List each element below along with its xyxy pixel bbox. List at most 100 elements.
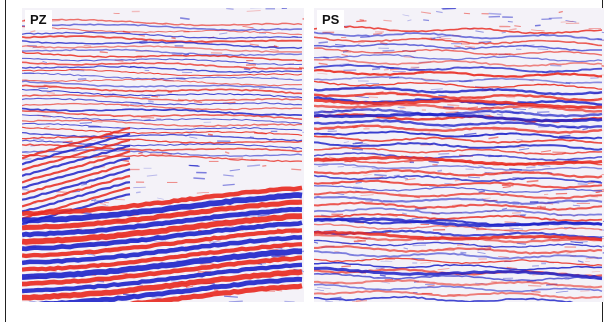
noise-speckle [409,66,420,70]
noise-speckle [360,36,370,38]
noise-speckle [531,290,541,293]
reflector-line [314,245,603,255]
noise-speckle [93,199,103,202]
noise-speckle [420,11,431,14]
reflector-line [22,192,303,224]
reflector-line [22,132,131,166]
noise-speckle [302,131,304,133]
noise-speckle [526,166,536,169]
reflector-line [22,126,131,160]
reflector-line [22,150,131,184]
noise-speckle [262,164,267,167]
noise-speckle [399,107,407,110]
noise-speckle [429,36,442,39]
noise-speckle [224,295,238,298]
reflector-line [314,36,603,47]
reflector-line [22,181,131,213]
noise-speckle [115,199,125,201]
reflector-line [22,23,303,32]
noise-speckle [530,238,536,241]
noise-speckle [383,69,389,71]
panel-label-pz: PZ [25,10,52,30]
noise-speckle [402,212,408,215]
noise-speckle [565,20,577,23]
reflector-line [22,122,303,131]
noise-speckle [536,205,542,208]
noise-speckle [335,43,346,46]
noise-speckle [356,20,367,23]
reflector-line [314,174,603,184]
noise-speckle [55,190,68,194]
noise-speckle [317,287,331,289]
seismic-section-pz [22,8,304,302]
noise-speckle [509,28,517,31]
noise-speckle [300,250,304,253]
noise-speckle [266,248,279,251]
noise-speckle [339,63,349,65]
noise-speckle [437,169,443,172]
noise-speckle [318,164,329,167]
noise-speckle [355,181,362,184]
noise-speckle [454,179,460,182]
noise-speckle [442,8,457,10]
reflector-line [22,35,303,44]
reflector-line [22,136,303,144]
reflector-line [22,131,303,142]
reflector-line [314,130,603,140]
noise-speckle [363,174,372,176]
noise-speckle [407,19,412,22]
noise-speckle [504,221,517,223]
noise-speckle [502,186,511,189]
reflector-line [22,144,131,178]
noise-speckle [298,66,304,70]
reflector-line [22,220,303,252]
noise-speckle [157,197,164,200]
noise-speckle [540,150,552,153]
noise-speckle [179,17,190,20]
noise-speckle [223,174,234,177]
noise-speckle [512,108,527,110]
noise-speckle [70,69,85,72]
noise-speckle [447,103,460,107]
noise-speckle [550,64,562,67]
noise-speckle [99,202,107,206]
noise-speckle [249,136,255,139]
noise-speckle [352,148,363,151]
reflector-line [314,25,603,35]
reflector-line [22,126,303,137]
noise-speckle [442,126,452,130]
seismic-panel-pz: PZ [22,8,304,302]
reflector-line [22,40,303,50]
reflector-line [22,45,303,53]
reflector-line [314,250,603,260]
reflector-line [314,266,603,280]
reflector-line [314,239,603,248]
reflector-line [314,283,603,293]
noise-speckle [229,168,240,172]
noise-speckle [79,121,93,125]
noise-speckle [393,174,400,177]
noise-speckle [368,96,379,99]
noise-speckle [328,156,336,159]
noise-speckle [327,130,337,133]
noise-speckle [591,270,601,273]
noise-speckle [151,95,161,98]
noise-speckle [570,34,575,38]
reflector-line [22,84,303,95]
noise-speckle [141,96,151,98]
noise-speckle [445,111,459,114]
reflector-line [314,289,603,300]
noise-speckle [352,141,363,145]
reflector-line [22,262,303,294]
noise-speckle [468,176,480,179]
reflector-line [314,190,603,200]
panel-label-ps: PS [317,10,345,30]
noise-speckle [46,91,55,94]
reflector-line [22,228,303,259]
noise-speckle [423,19,430,22]
noise-speckle [133,186,146,189]
noise-speckle [189,136,198,139]
noise-speckle [402,14,410,17]
reflector-line [22,110,303,121]
noise-speckle [196,191,210,194]
